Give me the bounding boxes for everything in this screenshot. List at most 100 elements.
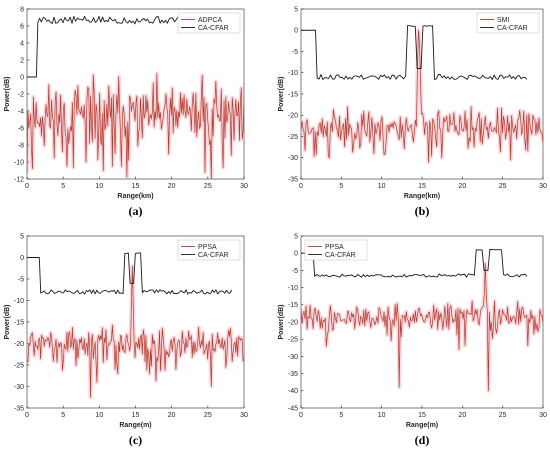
- plot-area: [27, 252, 244, 400]
- x-tick-label: 0: [25, 412, 29, 419]
- y-tick-label: -2: [18, 91, 24, 98]
- plot-area: [301, 25, 543, 165]
- y-tick-label: 0: [20, 255, 24, 262]
- x-tick-label: 25: [204, 412, 212, 419]
- y-axis-label: Power(dB): [278, 77, 285, 112]
- legend-label: CA-CFAR: [325, 252, 356, 259]
- y-tick-label: -6: [18, 125, 24, 132]
- y-tick-label: -35: [288, 371, 298, 378]
- y-tick-label: -8: [18, 142, 24, 149]
- x-tick-label: 15: [132, 412, 140, 419]
- y-tick-label: 4: [20, 40, 24, 47]
- plot-area: [301, 248, 543, 393]
- y-tick-label: 5: [294, 233, 298, 240]
- series-line-smi: [301, 29, 543, 163]
- legend-box: [177, 12, 241, 34]
- legend-label: CA-CFAR: [497, 25, 528, 32]
- y-tick-label: -15: [288, 302, 298, 309]
- x-axis-label: Range(m): [119, 422, 151, 429]
- y-tick-label: -30: [288, 354, 298, 361]
- y-tick-label: -15: [14, 319, 24, 326]
- x-tick-label: 5: [61, 183, 65, 190]
- y-tick-label: -10: [14, 159, 24, 166]
- x-axis-label: Range(km): [117, 193, 153, 200]
- x-tick-label: 10: [378, 183, 386, 190]
- y-tick-label: -10: [14, 298, 24, 305]
- x-axis-label: Range(m): [406, 422, 438, 429]
- y-tick-label: -10: [288, 70, 298, 77]
- y-tick-label: -30: [14, 384, 24, 391]
- panel-d: 0 5 10 15 20 25 30 5 0 -5 -10 -15 -20 -25 -30 -35 -40 -45…: [278, 233, 547, 447]
- y-tick-label: -5: [18, 276, 24, 283]
- panel-b: 0 5 10 15 20 25 30 5 0 -5 -10 -15 -20 -25 -30 -35 Range(…: [278, 6, 547, 218]
- series-band-ppsa: [301, 261, 543, 393]
- y-tick-label: -20: [288, 113, 298, 120]
- x-tick-label: 30: [240, 412, 248, 419]
- x-tick-label: 30: [539, 183, 547, 190]
- y-axis-label: Power(dB): [4, 305, 11, 340]
- y-tick-label: 6: [20, 23, 24, 30]
- legend-label: SMI: [497, 17, 510, 24]
- series-line-ppsa: [301, 263, 543, 392]
- y-tick-label: 2: [20, 57, 24, 64]
- legend-label: CA-CFAR: [198, 25, 229, 32]
- y-tick-label: -5: [292, 49, 298, 56]
- y-tick-label: -25: [14, 362, 24, 369]
- y-tick-label: -15: [288, 91, 298, 98]
- legend-label: PPSA: [198, 244, 217, 251]
- y-tick-label: -35: [14, 405, 24, 412]
- x-tick-label: 5: [339, 412, 343, 419]
- x-tick-label: 25: [499, 412, 507, 419]
- y-tick-label: -5: [292, 268, 298, 275]
- x-tick-label: 0: [299, 183, 303, 190]
- y-tick-label: -30: [288, 155, 298, 162]
- x-tick-label: 30: [240, 183, 248, 190]
- x-tick-label: 5: [339, 183, 343, 190]
- x-tick-label: 20: [458, 412, 466, 419]
- legend-label: PPSA: [325, 244, 344, 251]
- y-tick-label: 0: [294, 28, 298, 35]
- x-tick-label: 10: [95, 183, 103, 190]
- y-tick-label: 0: [294, 251, 298, 258]
- plot-area: [27, 15, 244, 179]
- x-tick-label: 15: [132, 183, 140, 190]
- series-line-ca-cfar: [301, 25, 528, 80]
- y-tick-label: -45: [288, 405, 298, 412]
- y-tick-label: -25: [288, 337, 298, 344]
- legend-box: [304, 239, 368, 261]
- panel-label: (b): [415, 204, 430, 218]
- panel-label: (c): [129, 433, 142, 447]
- legend-box: [476, 12, 540, 34]
- y-axis-label: Power(dB): [278, 305, 285, 340]
- panel-label: (a): [129, 204, 143, 218]
- y-tick-label: 8: [20, 6, 24, 13]
- y-tick-label: 5: [20, 233, 24, 240]
- x-tick-label: 15: [418, 183, 426, 190]
- x-tick-label: 15: [418, 412, 426, 419]
- x-tick-label: 25: [204, 183, 212, 190]
- series-line-ppsa: [27, 265, 244, 398]
- y-tick-label: -25: [288, 134, 298, 141]
- y-tick-label: -35: [288, 176, 298, 183]
- series-line-ca-cfar: [27, 252, 233, 295]
- panel-label: (d): [415, 433, 430, 447]
- series-line-adpca: [27, 73, 244, 179]
- y-axis-label: Power(dB): [4, 77, 11, 112]
- x-tick-label: 20: [168, 183, 176, 190]
- y-tick-label: -4: [18, 108, 24, 115]
- x-tick-label: 0: [299, 412, 303, 419]
- x-tick-label: 10: [95, 412, 103, 419]
- legend-label: CA-CFAR: [198, 252, 229, 259]
- y-tick-label: -20: [288, 319, 298, 326]
- x-tick-label: 20: [168, 412, 176, 419]
- legend-label: ADPCA: [198, 17, 222, 24]
- y-tick-label: -40: [288, 388, 298, 395]
- y-tick-label: 0: [20, 74, 24, 81]
- y-tick-label: 5: [294, 6, 298, 13]
- x-tick-label: 0: [25, 183, 29, 190]
